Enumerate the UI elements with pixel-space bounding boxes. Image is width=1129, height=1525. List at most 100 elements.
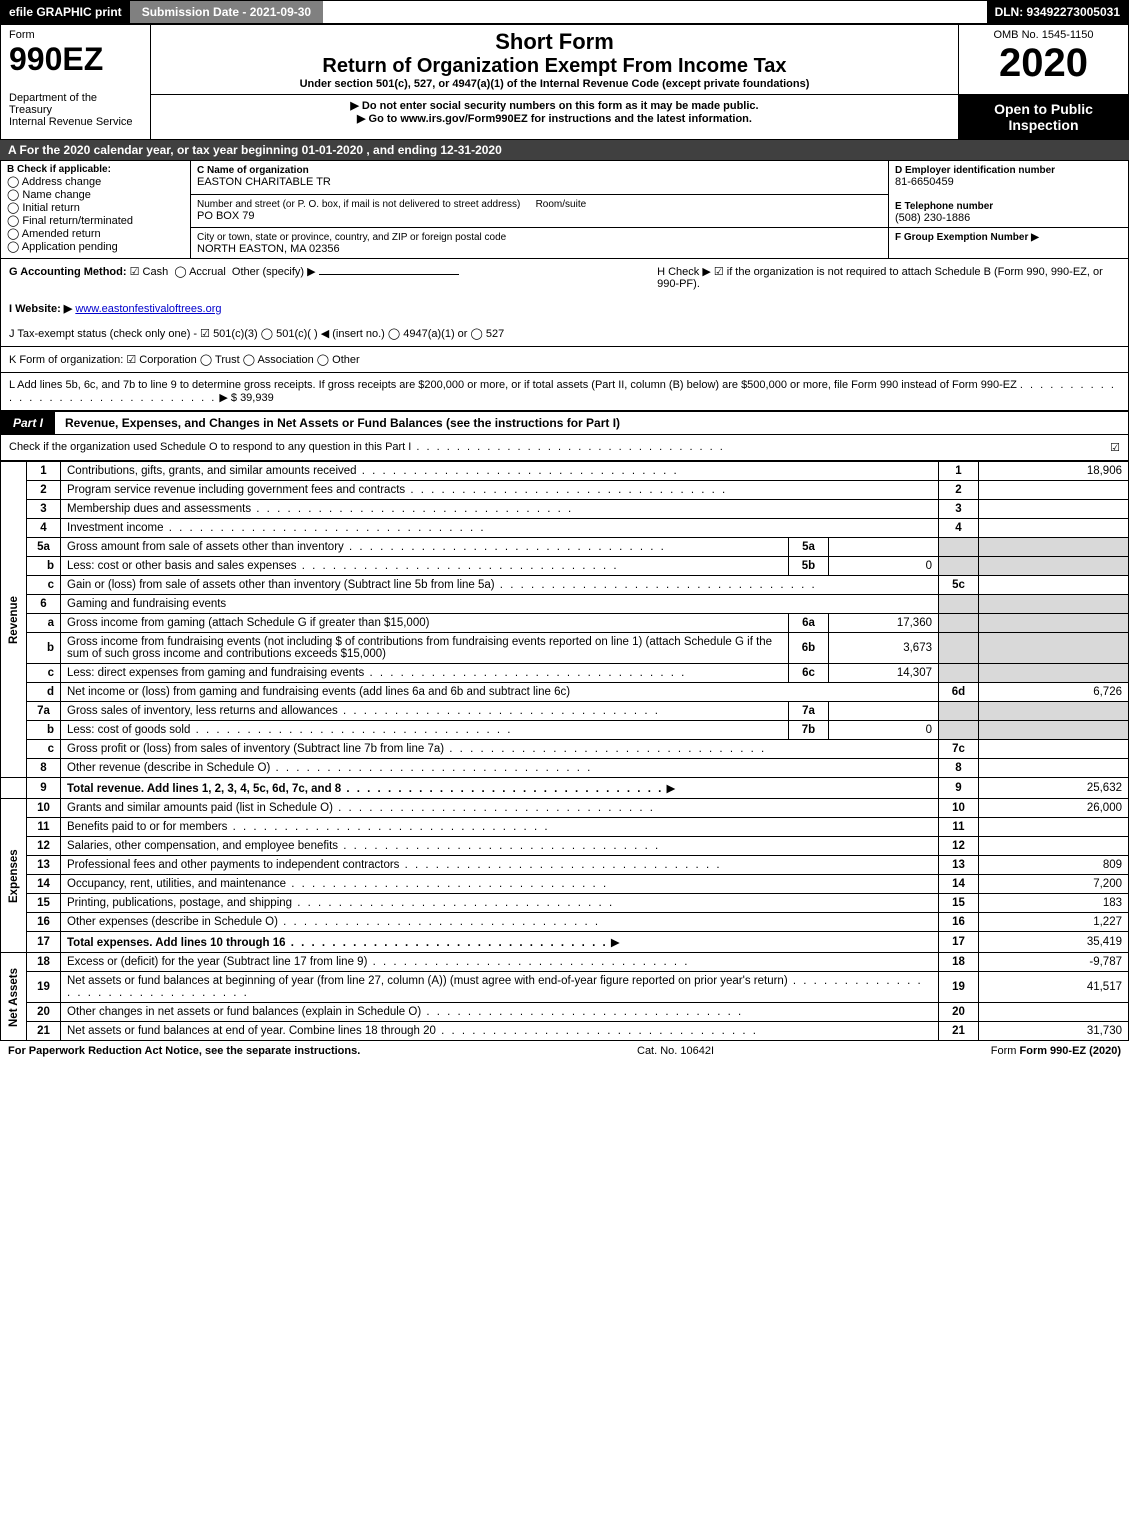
accounting-other[interactable]: Other (specify) ▶	[232, 266, 316, 278]
department-label: Department of the Treasury	[9, 92, 142, 116]
row-7b-num: b	[27, 721, 61, 740]
row-7a-desc: Gross sales of inventory, less returns a…	[67, 705, 660, 717]
row-8-amt	[979, 759, 1129, 778]
line-g-label: G Accounting Method:	[9, 266, 127, 278]
row-1-amt: 18,906	[979, 462, 1129, 481]
row-17-arrow: ▶	[611, 937, 620, 949]
check-initial-return[interactable]: ◯ Initial return	[7, 201, 184, 214]
row-20-desc: Other changes in net assets or fund bala…	[67, 1006, 743, 1018]
row-14-num: 14	[27, 875, 61, 894]
form-word: Form	[9, 29, 142, 41]
row-15-num: 15	[27, 894, 61, 913]
row-19-code: 19	[939, 972, 979, 1003]
line-h: H Check ▶ ☑ if the organization is not r…	[657, 265, 1120, 290]
check-final-return[interactable]: ◯ Final return/terminated	[7, 214, 184, 227]
line-l-value: ▶ $ 39,939	[219, 392, 273, 404]
row-2-amt	[979, 481, 1129, 500]
box-b: B Check if applicable: ◯ Address change …	[1, 161, 191, 259]
schedule-o-checkbox[interactable]: ☑	[1110, 441, 1120, 454]
check-name-change[interactable]: ◯ Name change	[7, 188, 184, 201]
row-16-amt: 1,227	[979, 913, 1129, 932]
box-c-city: City or town, state or province, country…	[191, 228, 889, 259]
check-address-change[interactable]: ◯ Address change	[7, 175, 184, 188]
row-11-code: 11	[939, 818, 979, 837]
box-c-name: C Name of organization EASTON CHARITABLE…	[191, 161, 889, 195]
check-application-pending[interactable]: ◯ Application pending	[7, 240, 184, 253]
row-4-desc: Investment income	[67, 522, 486, 534]
footer-mid: Cat. No. 10642I	[637, 1045, 714, 1057]
row-21-num: 21	[27, 1022, 61, 1041]
row-21-amt: 31,730	[979, 1022, 1129, 1041]
row-7c-desc: Gross profit or (loss) from sales of inv…	[67, 743, 766, 755]
row-18-desc: Excess or (deficit) for the year (Subtra…	[67, 956, 690, 968]
row-7c-amt	[979, 740, 1129, 759]
row-7b-miniamt: 0	[829, 721, 939, 740]
under-section: Under section 501(c), 527, or 4947(a)(1)…	[159, 78, 950, 90]
row-15-amt: 183	[979, 894, 1129, 913]
row-1-desc: Contributions, gifts, grants, and simila…	[67, 465, 679, 477]
row-17-amt: 35,419	[979, 932, 1129, 953]
row-8-code: 8	[939, 759, 979, 778]
row-19-num: 19	[27, 972, 61, 1003]
row-18-amt: -9,787	[979, 953, 1129, 972]
row-15-code: 15	[939, 894, 979, 913]
row-6d-amt: 6,726	[979, 683, 1129, 702]
efile-print-label: efile GRAPHIC print	[1, 1, 130, 23]
row-7a-num: 7a	[27, 702, 61, 721]
row-20-amt	[979, 1003, 1129, 1022]
line-i-label: I Website: ▶	[9, 303, 72, 315]
row-9-arrow: ▶	[667, 783, 676, 795]
row-11-num: 11	[27, 818, 61, 837]
row-6d-num: d	[27, 683, 61, 702]
row-11-desc: Benefits paid to or for members	[67, 821, 550, 833]
line-j: J Tax-exempt status (check only one) - ☑…	[0, 321, 1129, 346]
accounting-other-input[interactable]	[319, 274, 459, 275]
row-5b-mini: 5b	[789, 557, 829, 576]
row-8-desc: Other revenue (describe in Schedule O)	[67, 762, 592, 774]
row-4-num: 4	[27, 519, 61, 538]
row-14-amt: 7,200	[979, 875, 1129, 894]
row-5a-miniamt	[829, 538, 939, 557]
row-4-code: 4	[939, 519, 979, 538]
box-d-e: D Employer identification number 81-6650…	[889, 161, 1129, 228]
street-label: Number and street (or P. O. box, if mail…	[197, 199, 520, 210]
line-l: L Add lines 5b, 6c, and 7b to line 9 to …	[0, 372, 1129, 411]
omb-number: OMB No. 1545-1150	[967, 29, 1120, 41]
row-19-amt: 41,517	[979, 972, 1129, 1003]
row-6b-miniamt: 3,673	[829, 633, 939, 664]
row-7a-mini: 7a	[789, 702, 829, 721]
row-5c-desc: Gain or (loss) from sale of assets other…	[67, 579, 817, 591]
row-18-num: 18	[27, 953, 61, 972]
box-c-street: Number and street (or P. O. box, if mail…	[191, 194, 889, 228]
row-6a-desc: Gross income from gaming (attach Schedul…	[67, 617, 429, 629]
row-16-num: 16	[27, 913, 61, 932]
ein-value: 81-6650459	[895, 176, 954, 188]
row-18-code: 18	[939, 953, 979, 972]
row-6c-desc: Less: direct expenses from gaming and fu…	[67, 667, 686, 679]
row-6c-miniamt: 14,307	[829, 664, 939, 683]
return-title: Return of Organization Exempt From Incom…	[159, 55, 950, 78]
org-info-table: B Check if applicable: ◯ Address change …	[0, 160, 1129, 259]
accounting-cash[interactable]: ☑ Cash	[130, 266, 169, 278]
row-2-code: 2	[939, 481, 979, 500]
irs-label: Internal Revenue Service	[9, 116, 142, 128]
row-14-code: 14	[939, 875, 979, 894]
row-21-code: 21	[939, 1022, 979, 1041]
submission-date: Submission Date - 2021-09-30	[130, 1, 323, 23]
row-2-desc: Program service revenue including govern…	[67, 484, 727, 496]
part-i-header: Part I Revenue, Expenses, and Changes in…	[0, 411, 1129, 435]
row-10-desc: Grants and similar amounts paid (list in…	[67, 802, 655, 814]
website-link[interactable]: www.eastonfestivaloftrees.org	[75, 303, 221, 315]
goto-instructions: ▶ Go to www.irs.gov/Form990EZ for instru…	[159, 112, 950, 125]
row-8-num: 8	[27, 759, 61, 778]
city-value: NORTH EASTON, MA 02356	[197, 243, 340, 255]
row-17-num: 17	[27, 932, 61, 953]
check-amended-return[interactable]: ◯ Amended return	[7, 227, 184, 240]
row-11-amt	[979, 818, 1129, 837]
row-6b-desc: Gross income from fundraising events (no…	[67, 636, 772, 660]
row-6b-num: b	[27, 633, 61, 664]
accounting-accrual[interactable]: ◯ Accrual	[174, 266, 225, 278]
short-form-title: Short Form	[159, 29, 950, 55]
row-13-code: 13	[939, 856, 979, 875]
footer-right: Form Form 990-EZ (2020)	[991, 1045, 1121, 1057]
